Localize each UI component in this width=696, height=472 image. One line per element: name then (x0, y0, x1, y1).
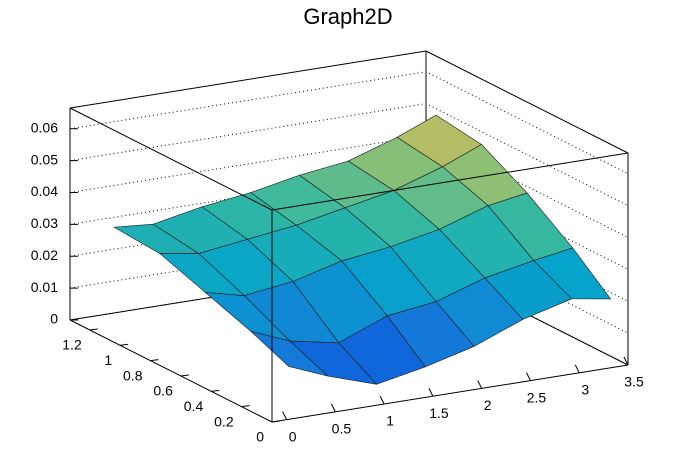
x-tick (477, 380, 483, 389)
z-tick-label: 0.01 (31, 279, 58, 295)
grid-line (69, 71, 629, 175)
x-tick-label: 0 (289, 428, 297, 444)
y-tick-label: 0.8 (123, 367, 143, 383)
y-tick (271, 420, 281, 423)
y-tick (180, 374, 189, 377)
z-tick-label: 0.02 (31, 247, 58, 263)
front-layer: 0 0.5 1 1.5 2 2.5 3 3.5 0 0.2 0.4 0.6 0.8 1 1.2 (62, 107, 644, 445)
x-tick-label: 3 (581, 382, 589, 398)
y-tick-label: 1.2 (62, 337, 82, 353)
x-tick (526, 372, 531, 381)
y-tick-label: 0.4 (184, 398, 204, 414)
x-tick-label: 1 (386, 413, 394, 429)
x-tick-label: 2 (484, 397, 492, 413)
z-tick-label: 0.03 (31, 215, 58, 231)
x-tick (574, 364, 580, 374)
box-edge (271, 152, 629, 211)
x-tick-label: 1.5 (429, 405, 449, 421)
x-tick-label: 0.5 (332, 421, 352, 437)
x-tick (282, 411, 288, 420)
z-tick-label: 0.05 (31, 151, 58, 167)
box-edge (69, 319, 273, 423)
chart-title: Graph2D (303, 4, 392, 29)
x-tick-label: 3.5 (624, 374, 644, 390)
x-tick (330, 403, 336, 413)
z-tick-label: 0.04 (31, 183, 58, 199)
x-tick (379, 395, 385, 405)
box-edge (425, 50, 629, 154)
grid-line (69, 103, 629, 207)
y-tick (241, 405, 250, 408)
x-tick-label: 2.5 (527, 389, 547, 405)
y-tick (211, 389, 220, 392)
z-tick-label: 0 (50, 311, 58, 327)
y-tick-label: 1 (104, 352, 112, 368)
y-tick-label: 0 (256, 429, 264, 445)
x-tick (428, 388, 434, 397)
box-edge (69, 107, 273, 211)
box-edge (271, 364, 629, 423)
surface-cell (250, 331, 329, 377)
y-tick (120, 343, 129, 346)
x-tick (623, 356, 629, 366)
y-tick (89, 328, 98, 331)
y-tick (150, 359, 159, 362)
box-edge (69, 50, 427, 109)
surface (113, 114, 612, 385)
z-tick-label: 0.06 (31, 119, 58, 135)
y-tick-label: 0.6 (153, 383, 173, 399)
y-tick-label: 0.2 (214, 413, 234, 429)
